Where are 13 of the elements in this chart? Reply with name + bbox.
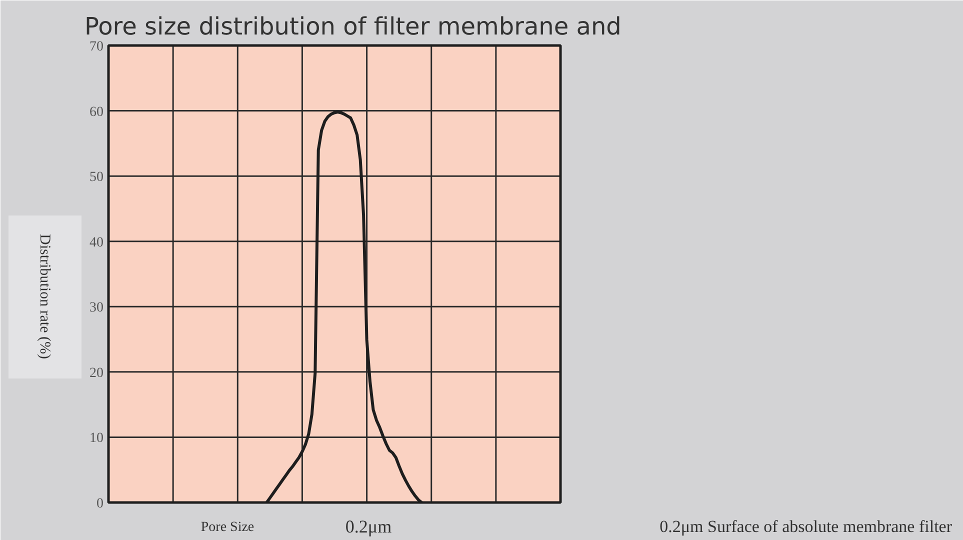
y-tick-label: 50: [90, 170, 104, 186]
y-tick-label: 30: [90, 300, 104, 316]
chart-title: Pore size distribution of filter membrane and: [84, 12, 622, 40]
y-axis-title: Distribution rate (%): [36, 234, 52, 359]
text: 0.2μm Surface of absolute membrane filter: [660, 517, 952, 536]
y-tick-label: 0: [96, 496, 104, 512]
y-tick-label: 40: [90, 235, 104, 250]
y-tick-label: 60: [90, 104, 104, 120]
y-tick-label: 70: [90, 40, 104, 54]
text: 0.2μm: [345, 516, 392, 536]
y-tick-label: 10: [90, 431, 104, 446]
y-tick-label: 20: [90, 366, 104, 381]
x-axis-title: Pore Size: [200, 520, 254, 535]
